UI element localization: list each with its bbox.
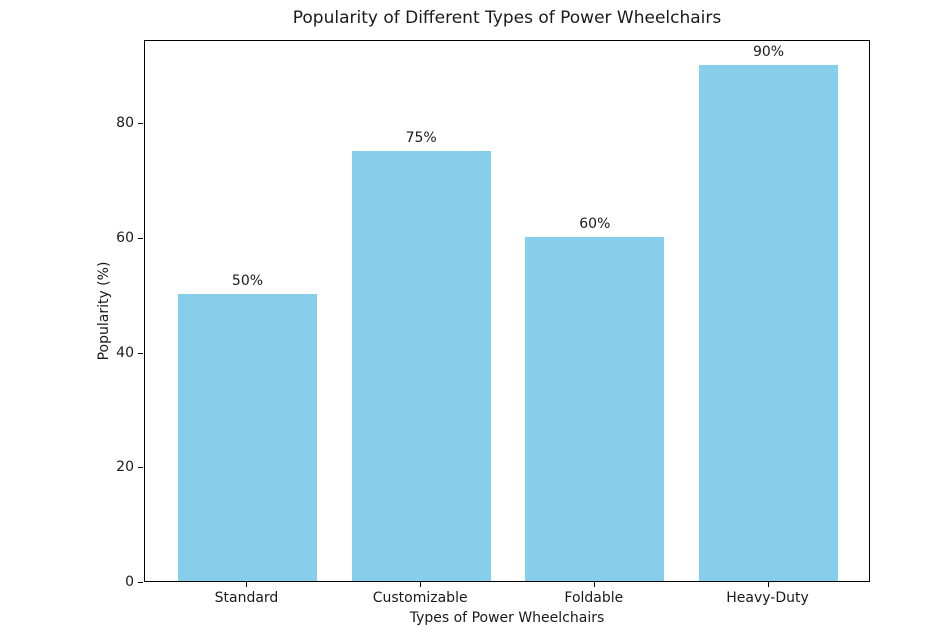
y-tick-mark — [138, 237, 143, 239]
plot-area: 50% 75% 60% 90% — [144, 40, 870, 582]
x-tick-label: Foldable — [564, 590, 624, 606]
y-tick-label: 0 — [125, 574, 134, 590]
y-tick-mark — [138, 352, 143, 354]
bar — [525, 236, 665, 581]
x-tick-mark — [420, 582, 422, 587]
chart-title: Popularity of Different Types of Power W… — [292, 8, 722, 28]
bar — [699, 64, 838, 581]
y-tick-mark — [138, 582, 143, 583]
y-tick-label: 60 — [116, 229, 134, 246]
y-tick-label: 80 — [116, 115, 134, 132]
x-tick-mark — [767, 582, 769, 587]
x-axis-label: Types of Power Wheelchairs — [409, 610, 605, 626]
bar — [351, 150, 491, 581]
bar-value-label: 75% — [405, 129, 437, 146]
y-tick-label: 20 — [116, 459, 134, 476]
x-tick-mark — [593, 582, 595, 587]
y-tick-label: 40 — [116, 344, 134, 361]
bar-value-label: 50% — [231, 273, 264, 290]
bar-value-label: 60% — [579, 215, 611, 232]
bar-value-label: 90% — [752, 43, 785, 60]
x-tick-label: Heavy-Duty — [726, 590, 809, 606]
x-tick-label: Standard — [214, 590, 279, 606]
y-tick-mark — [138, 467, 143, 469]
x-tick-mark — [246, 582, 248, 587]
bar — [178, 294, 317, 581]
x-tick-label: Customizable — [372, 590, 468, 606]
y-tick-mark — [138, 123, 143, 125]
